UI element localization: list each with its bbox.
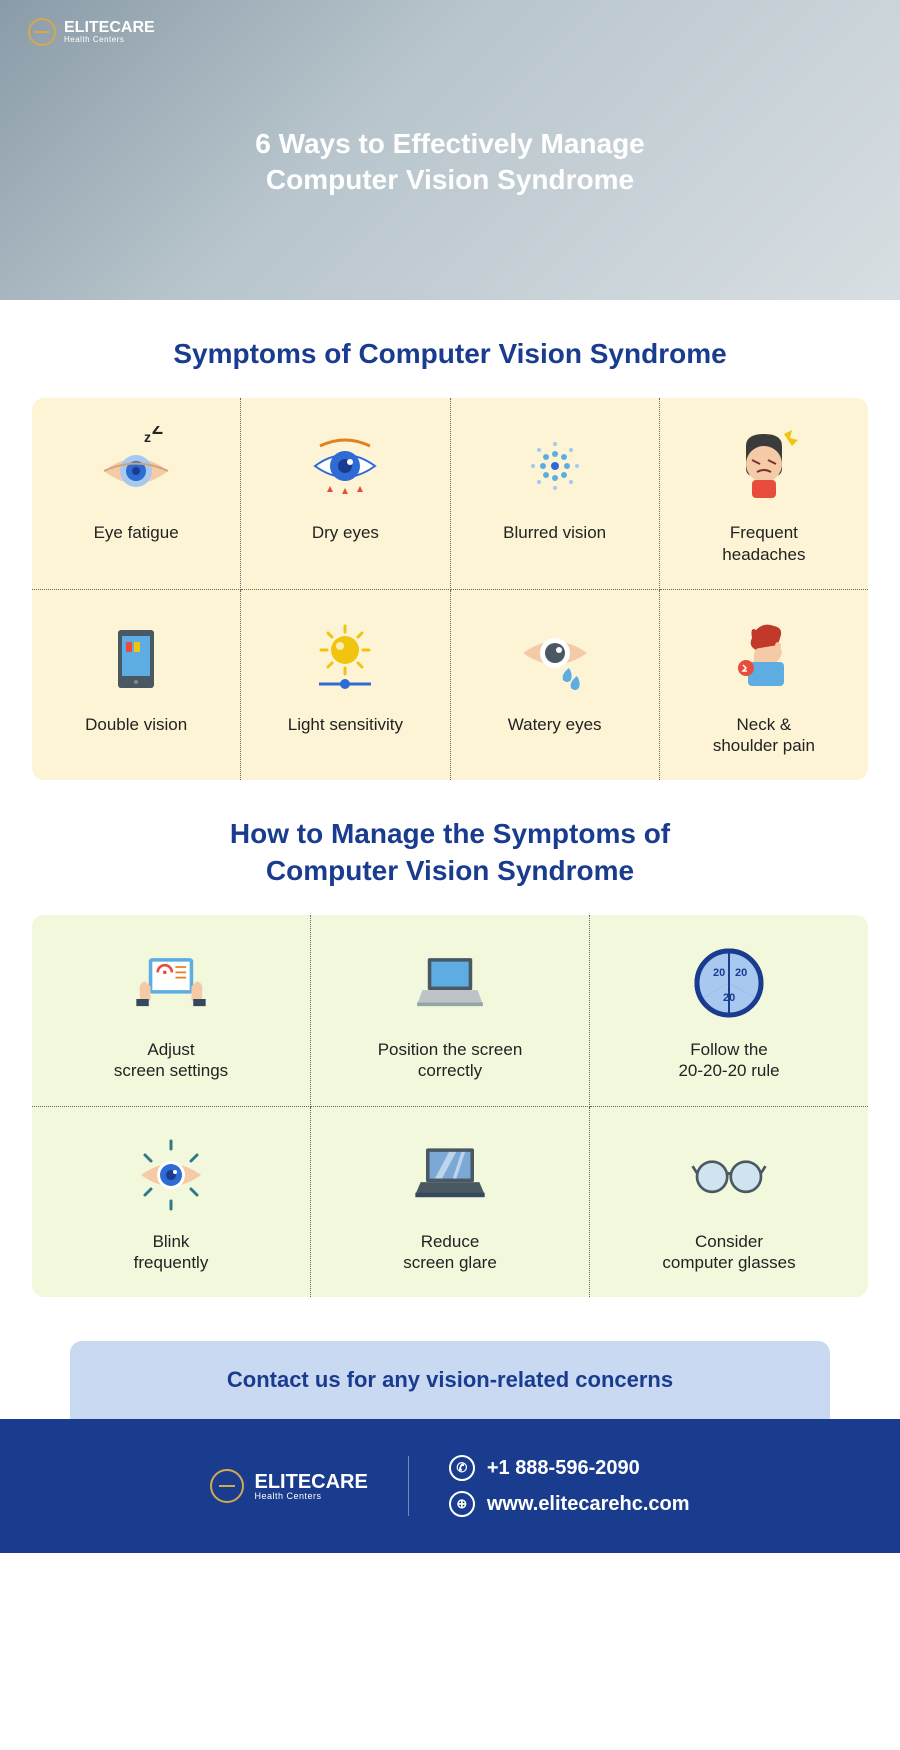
svg-text:20: 20 — [713, 967, 725, 979]
brand-name: ELITECARE — [254, 1471, 367, 1493]
symptom-label: Frequentheadaches — [722, 522, 805, 565]
footer-web-row: ⊕ www.elitecarehc.com — [449, 1491, 690, 1517]
neck-pain-icon — [724, 618, 804, 698]
symptom-cell: Double vision — [32, 590, 241, 781]
manage-label: Considercomputer glasses — [662, 1231, 795, 1274]
symptom-cell: Watery eyes — [451, 590, 660, 781]
screen-settings-icon — [131, 943, 211, 1023]
symptom-label: Eye fatigue — [94, 522, 179, 543]
brand-name: ELITECARE — [64, 19, 155, 36]
footer-phone-row: ✆ +1 888-596-2090 — [449, 1455, 690, 1481]
light-sensitivity-icon — [305, 618, 385, 698]
phone-number: +1 888-596-2090 — [487, 1457, 640, 1480]
symptom-label: Watery eyes — [508, 714, 602, 735]
manage-label: Blinkfrequently — [134, 1231, 209, 1274]
manage-cell: Blinkfrequently — [32, 1107, 311, 1298]
symptom-label: Neck &shoulder pain — [713, 714, 815, 757]
manage-label: Follow the20-20-20 rule — [678, 1039, 779, 1082]
symptom-cell: Light sensitivity — [241, 590, 450, 781]
headache-icon — [724, 426, 804, 506]
hero-section: ELITECARE Health Centers 6 Ways to Effec… — [0, 0, 900, 300]
svg-text:20: 20 — [723, 992, 735, 1004]
clock-20-icon: 20 20 20 — [689, 943, 769, 1023]
symptom-cell: Frequentheadaches — [660, 398, 868, 590]
svg-text:z: z — [144, 429, 151, 445]
symptom-cell: Blurred vision — [451, 398, 660, 590]
logo-swirl-icon — [28, 18, 56, 46]
manage-cell: Adjustscreen settings — [32, 915, 311, 1107]
website-url: www.elitecarehc.com — [487, 1493, 690, 1516]
footer: ELITECARE Health Centers ✆ +1 888-596-20… — [0, 1419, 900, 1553]
brand-logo: ELITECARE Health Centers — [0, 0, 900, 64]
symptoms-grid: z Z Eye fatigue — [32, 398, 868, 780]
footer-logo-text: ELITECARE Health Centers — [254, 1472, 367, 1501]
laptop-icon — [410, 943, 490, 1023]
dry-eyes-icon — [305, 426, 385, 506]
phone-icon: ✆ — [449, 1455, 475, 1481]
screen-glare-icon — [410, 1135, 490, 1215]
manage-heading: How to Manage the Symptoms ofComputer Vi… — [20, 816, 880, 889]
footer-divider — [408, 1456, 409, 1516]
manage-cell: 20 20 20 Follow the20-20-20 rule — [590, 915, 868, 1107]
symptom-label: Light sensitivity — [288, 714, 403, 735]
footer-logo: ELITECARE Health Centers — [210, 1469, 367, 1503]
globe-icon: ⊕ — [449, 1491, 475, 1517]
brand-tagline: Health Centers — [254, 1492, 367, 1501]
symptoms-heading: Symptoms of Computer Vision Syndrome — [20, 336, 880, 372]
manage-label: Reducescreen glare — [403, 1231, 497, 1274]
footer-contact: ✆ +1 888-596-2090 ⊕ www.elitecarehc.com — [449, 1455, 690, 1517]
brand-tagline: Health Centers — [64, 36, 155, 44]
symptom-label: Double vision — [85, 714, 187, 735]
svg-text:20: 20 — [735, 967, 747, 979]
logo-text: ELITECARE Health Centers — [64, 20, 155, 44]
symptom-label: Dry eyes — [312, 522, 379, 543]
hero-title: 6 Ways to Effectively ManageComputer Vis… — [0, 64, 900, 300]
manage-label: Adjustscreen settings — [114, 1039, 228, 1082]
logo-swirl-icon — [210, 1469, 244, 1503]
glasses-icon — [689, 1135, 769, 1215]
double-vision-icon — [96, 618, 176, 698]
contact-banner: Contact us for any vision-related concer… — [70, 1341, 830, 1419]
symptom-label: Blurred vision — [503, 522, 606, 543]
manage-grid: Adjustscreen settings Position the scree… — [32, 915, 868, 1297]
symptom-cell: Neck &shoulder pain — [660, 590, 868, 781]
watery-eyes-icon — [515, 618, 595, 698]
symptom-cell: Dry eyes — [241, 398, 450, 590]
eye-fatigue-icon: z Z — [96, 426, 176, 506]
blink-icon — [131, 1135, 211, 1215]
manage-cell: Reducescreen glare — [311, 1107, 590, 1298]
symptom-cell: z Z Eye fatigue — [32, 398, 241, 590]
blurred-vision-icon — [515, 426, 595, 506]
svg-text:Z: Z — [152, 426, 163, 438]
manage-cell: Position the screencorrectly — [311, 915, 590, 1107]
manage-label: Position the screencorrectly — [378, 1039, 523, 1082]
manage-cell: Considercomputer glasses — [590, 1107, 868, 1298]
